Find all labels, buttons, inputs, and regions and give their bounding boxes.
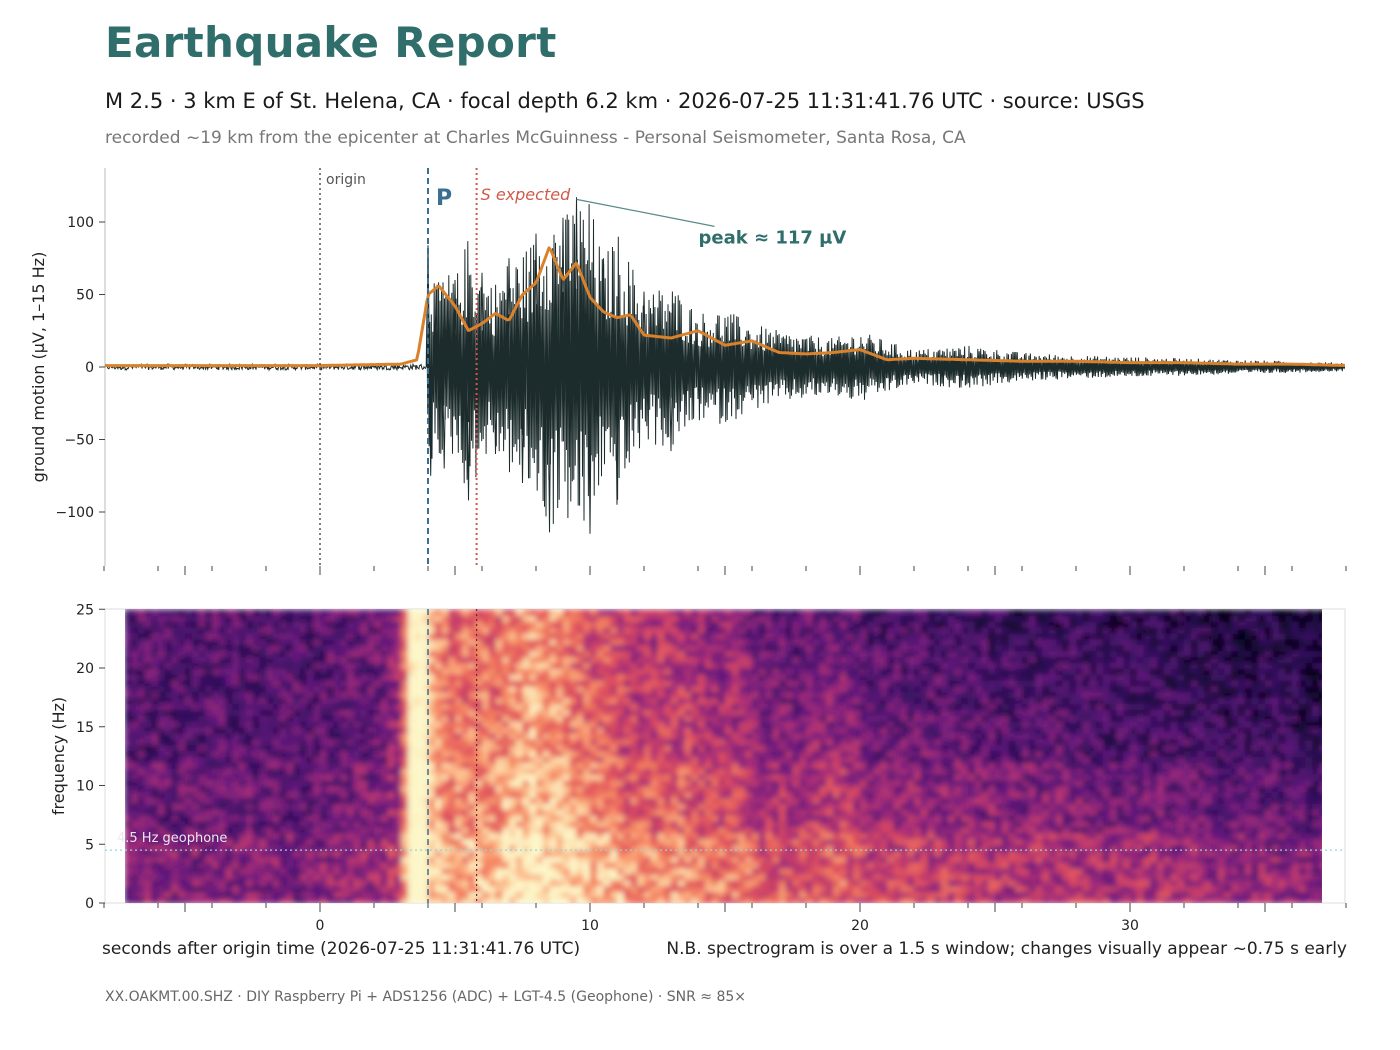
origin-marker-label: origin xyxy=(326,172,366,188)
waveform-panel: −100 −50 0 50 100 ground motion (µV, 1–15 Hz… xyxy=(29,168,1347,575)
envelope-line xyxy=(105,246,1345,368)
spectrogram-x-ticks: 0 10 20 30 xyxy=(103,903,1347,934)
seismic-trace-line xyxy=(105,197,1345,534)
geophone-label: 4.5 Hz geophone xyxy=(117,831,227,846)
event-summary: M 2.5 · 3 km E of St. Helena, CA · focal… xyxy=(105,89,1145,113)
spectrogram-y-tick-label: 10 xyxy=(76,779,94,795)
spectrogram-y-tick-label: 25 xyxy=(76,602,94,618)
x-axis-label: seconds after origin time (2026-07-25 11… xyxy=(102,939,580,959)
station-footer: XX.OAKMT.00.SHZ · DIY Raspberry Pi + ADS… xyxy=(105,989,747,1005)
waveform-y-ticks: −100 −50 0 50 100 xyxy=(56,215,105,521)
spectrogram-note: N.B. spectrogram is over a 1.5 s window;… xyxy=(666,939,1347,959)
waveform-y-tick-label: −100 xyxy=(56,505,94,521)
peak-leader-line xyxy=(576,198,715,227)
waveform-x-ticks xyxy=(103,566,1347,575)
waveform-y-tick-label: −50 xyxy=(64,433,94,449)
station-description: recorded ~19 km from the epicenter at Ch… xyxy=(105,128,966,148)
spectrogram-panel: 4.5 Hz geophone 0 5 10 15 20 25 0 10 20 30 frequ… xyxy=(49,602,1347,959)
x-tick-label: 0 xyxy=(316,918,325,934)
spectrogram-y-axis-label: frequency (Hz) xyxy=(49,697,68,815)
x-tick-label: 20 xyxy=(851,918,869,934)
spectrogram-y-ticks: 0 5 10 15 20 25 xyxy=(76,602,105,912)
waveform-y-tick-label: 0 xyxy=(85,360,94,376)
waveform-y-tick-label: 50 xyxy=(76,288,94,304)
peak-label: peak ≈ 117 µV xyxy=(699,227,847,248)
x-tick-label: 10 xyxy=(581,918,599,934)
p-arrival-label: P xyxy=(436,186,452,211)
x-tick-label: 30 xyxy=(1121,918,1139,934)
s-expected-label: S expected xyxy=(481,185,571,204)
spectrogram-y-tick-label: 5 xyxy=(85,837,94,853)
spectrogram-y-tick-label: 15 xyxy=(76,720,94,736)
waveform-y-tick-label: 100 xyxy=(67,215,94,231)
page-title: Earthquake Report xyxy=(105,18,557,67)
spectrogram-y-tick-label: 0 xyxy=(85,896,94,912)
spectrogram-y-tick-label: 20 xyxy=(76,661,94,677)
spectrogram-heatmap xyxy=(125,609,1322,903)
waveform-y-axis-label: ground motion (µV, 1–15 Hz) xyxy=(29,252,48,483)
